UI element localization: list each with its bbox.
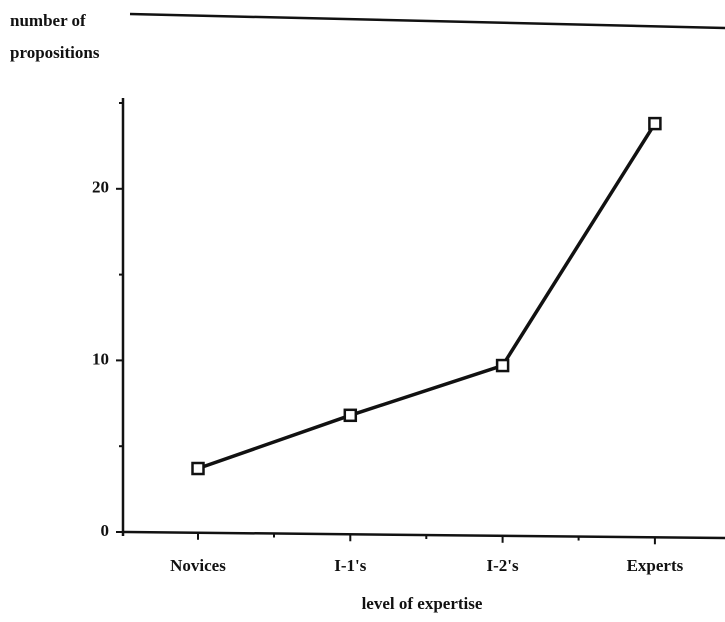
line (197, 122, 657, 471)
frame-line (129, 12, 725, 30)
y-tick-label: 0 (101, 521, 110, 540)
marker (191, 461, 205, 476)
marker (495, 358, 510, 373)
y-axis-label: number of (10, 11, 86, 30)
x-axis (122, 530, 725, 540)
marker (648, 116, 662, 131)
y-tick-label: 10 (92, 349, 109, 368)
x-axis-label: level of expertise (362, 594, 483, 613)
x-tick-label: I-1's (334, 556, 367, 575)
y-tick-label: 20 (92, 178, 109, 197)
x-tick-label: Novices (170, 556, 226, 575)
marker (343, 408, 358, 423)
x-tick-label: Experts (627, 556, 684, 575)
x-tick-label: I-2's (487, 556, 520, 575)
y-axis-label: propositions (10, 43, 100, 62)
